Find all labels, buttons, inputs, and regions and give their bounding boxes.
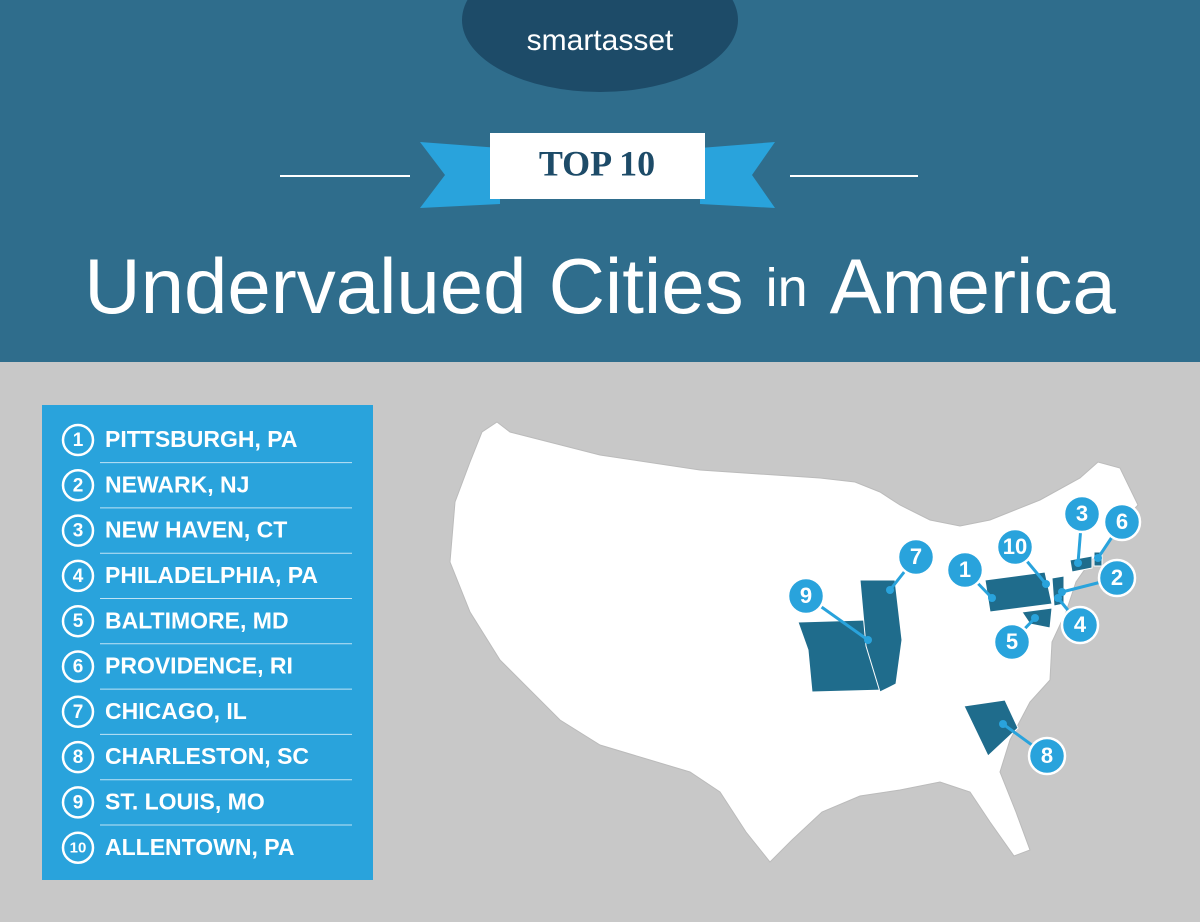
city-dot	[1058, 588, 1066, 596]
rank-number: 3	[73, 521, 84, 542]
marker-number: 10	[1003, 534, 1027, 559]
state-pennsylvania	[984, 571, 1053, 613]
rank-number: 2	[73, 475, 84, 496]
city-dot	[1042, 580, 1050, 588]
list-panel	[42, 405, 373, 880]
rank-circle	[61, 831, 95, 864]
marker-number: 1	[959, 557, 971, 582]
banner-box	[490, 133, 705, 199]
state-south-carolina	[963, 699, 1019, 757]
rank-circle	[61, 786, 95, 819]
city-dot	[1031, 614, 1039, 622]
marker-number: 9	[800, 583, 812, 608]
rank-number: 4	[73, 566, 84, 587]
marker	[1102, 502, 1142, 542]
rank-circle	[61, 423, 95, 457]
marker-number: 8	[1041, 743, 1053, 768]
ranking-list: 1 PITTSBURGH, PA 2 NEWARK, NJ 3 NEW HAVEN, CT…	[61, 423, 352, 864]
marker-number: 5	[1006, 629, 1018, 654]
rank-circle	[61, 604, 95, 638]
rank-number: 7	[73, 702, 84, 723]
title-word: Cities	[549, 242, 744, 330]
marker	[992, 622, 1032, 662]
title-word: America	[830, 242, 1117, 330]
marker	[1062, 494, 1102, 534]
ribbon-left	[420, 142, 500, 208]
marker	[786, 576, 826, 616]
city-dot	[999, 720, 1007, 728]
rank-number: 9	[73, 792, 84, 813]
marker	[1060, 605, 1100, 645]
marker-number: 7	[910, 544, 922, 569]
city-dot	[988, 594, 996, 602]
city-name: PITTSBURGH, PA	[105, 426, 298, 452]
logo: smartasset	[527, 24, 674, 57]
rank-number: 6	[73, 657, 84, 678]
rank-number: 10	[70, 840, 87, 857]
rank-circle	[61, 650, 95, 683]
ribbon-right	[700, 142, 775, 208]
marker	[896, 537, 936, 577]
title: Undervalued Cities in America	[84, 242, 1116, 330]
map-markers: 1 2 3 4 5 6 7 8 9 10	[786, 494, 1142, 776]
city-name: ST. LOUIS, MO	[105, 788, 265, 814]
rank-number: 8	[73, 747, 84, 768]
marker	[945, 550, 985, 590]
marker	[1027, 736, 1067, 776]
city-name: NEW HAVEN, CT	[105, 517, 287, 543]
city-dot	[1074, 559, 1082, 567]
city-dot	[1094, 554, 1102, 562]
rank-circle	[61, 740, 95, 774]
city-dot	[864, 636, 872, 644]
marker-number: 6	[1116, 509, 1128, 534]
city-name: CHARLESTON, SC	[105, 743, 309, 769]
rank-number: 5	[73, 611, 84, 632]
rank-circle	[61, 514, 95, 547]
rank-circle	[61, 469, 95, 502]
rank-circle	[61, 695, 95, 729]
city-dot	[1054, 594, 1062, 602]
marker-number: 4	[1074, 612, 1087, 637]
title-word: in	[766, 258, 808, 318]
marker	[1097, 558, 1137, 598]
rank-number: 1	[73, 430, 84, 451]
rank-circle	[61, 559, 95, 593]
marker-number: 2	[1111, 565, 1123, 590]
logo-badge	[462, 0, 738, 92]
city-name: PHILADELPHIA, PA	[105, 562, 318, 588]
marker	[995, 527, 1035, 567]
state-illinois	[859, 579, 903, 693]
city-name: ALLENTOWN, PA	[105, 834, 295, 860]
banner: TOP 10	[539, 143, 655, 183]
city-name: CHICAGO, IL	[105, 698, 247, 724]
city-name: PROVIDENCE, RI	[105, 653, 293, 679]
marker-number: 3	[1076, 501, 1088, 526]
title-word: Undervalued	[84, 242, 526, 330]
us-map	[449, 421, 1139, 863]
city-dot	[886, 586, 894, 594]
city-name: NEWARK, NJ	[105, 471, 249, 497]
city-name: BALTIMORE, MD	[105, 607, 289, 633]
